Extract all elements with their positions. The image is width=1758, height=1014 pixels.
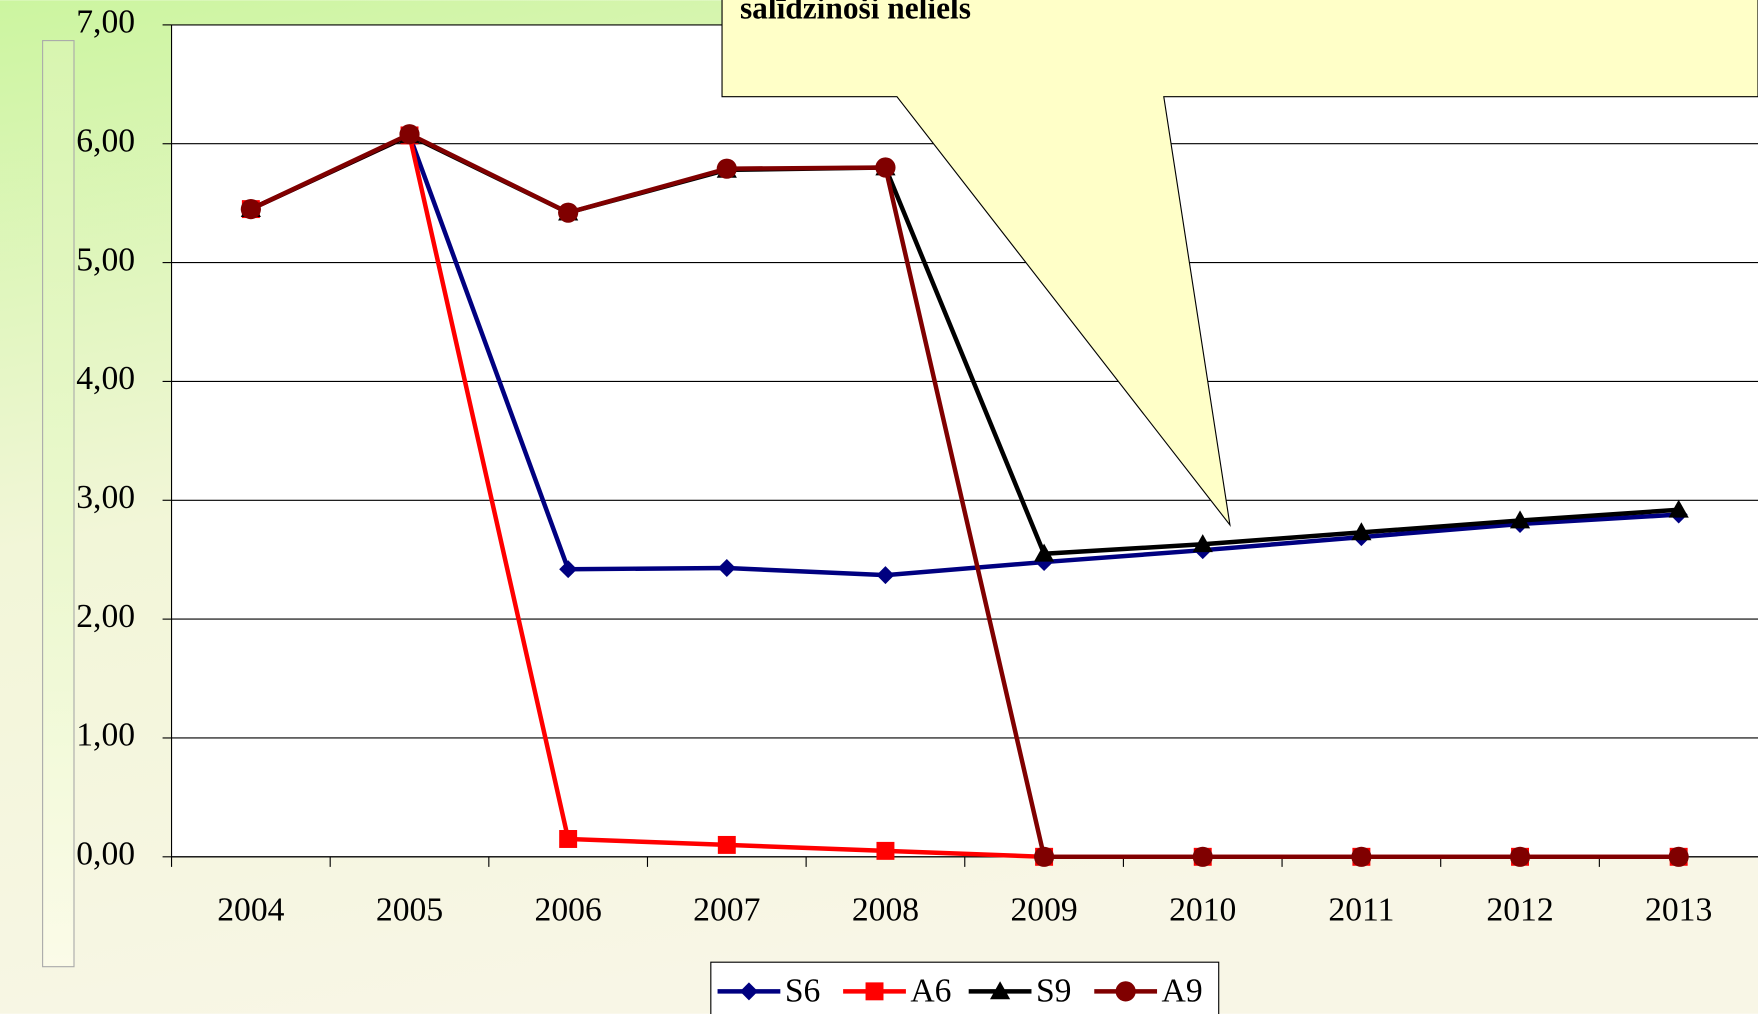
y-tick-label: 7,00 [76,4,135,41]
callout-text: salīdzinoši neliels [740,0,971,26]
marker [559,560,578,579]
x-tick-label: 2005 [376,892,443,929]
marker [559,830,578,848]
marker [717,835,736,854]
legend-label: S9 [1036,972,1072,1009]
marker [1351,522,1372,541]
legend-label: A6 [910,972,951,1009]
series-line [249,132,1679,578]
y-tick-label: 2,00 [76,598,135,635]
marker [1509,510,1531,529]
legend-label: A9 [1162,972,1203,1009]
x-tick-label: 2006 [535,892,602,929]
y-tick-label: 1,00 [76,717,135,754]
marker [1192,534,1213,553]
decor-bar [42,40,75,968]
legend-label: S6 [785,972,821,1009]
y-tick-label: 0,00 [76,836,135,873]
y-tick-label: 6,00 [76,122,135,159]
marker [716,158,737,179]
marker [1192,846,1213,867]
marker [1115,981,1136,1002]
y-tick-label: 5,00 [76,241,135,278]
marker [1668,846,1689,867]
marker [865,982,884,1001]
marker [989,981,1011,1000]
marker [1034,846,1055,867]
x-tick-label: 2011 [1328,892,1394,929]
x-tick-label: 2007 [693,892,760,929]
x-tick-label: 2010 [1169,892,1236,929]
marker [399,124,420,145]
y-tick-label: 3,00 [76,479,135,516]
marker [1509,846,1531,867]
marker [739,982,758,1001]
marker [1351,846,1372,867]
marker [876,841,895,860]
x-tick-label: 2004 [217,892,284,929]
marker [875,157,896,178]
marker [558,202,579,223]
callout-box [721,0,1758,527]
x-tick-label: 2013 [1645,892,1712,929]
x-tick-label: 2009 [1010,892,1077,929]
series-line [249,131,1679,860]
marker [876,566,895,585]
marker [1668,499,1689,518]
x-tick-label: 2008 [852,892,919,929]
y-tick-label: 4,00 [76,360,135,397]
marker [1034,543,1055,562]
marker [240,199,261,220]
x-tick-label: 2012 [1486,892,1553,929]
